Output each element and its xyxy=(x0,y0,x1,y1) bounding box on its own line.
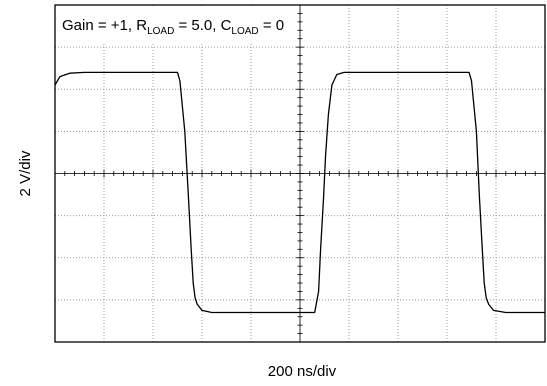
plot-frame xyxy=(54,4,546,343)
title-background xyxy=(56,6,291,42)
title-text-gain: Gain = +1, R xyxy=(62,17,147,34)
y-axis-label: 2 V/div xyxy=(17,150,34,196)
title-subscript-rload: LOAD xyxy=(147,26,174,37)
signal-trace xyxy=(54,71,545,314)
center-axes xyxy=(55,5,545,342)
title-subscript-cload: LOAD xyxy=(231,26,258,37)
title-text-cvalue: = 0 xyxy=(259,17,284,34)
title-text-rvalue: = 5.0, C xyxy=(174,17,231,34)
chart-title: Gain = +1, RLOAD = 5.0, CLOAD = 0 xyxy=(62,17,284,37)
x-axis-label: 200 ns/div xyxy=(268,363,337,380)
